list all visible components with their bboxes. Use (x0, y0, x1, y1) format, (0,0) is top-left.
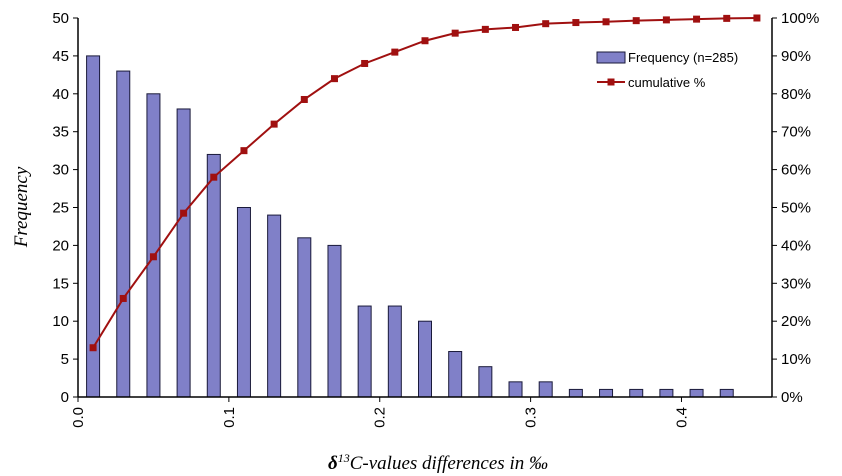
bar (297, 237, 312, 398)
cumulative-series (89, 14, 761, 352)
bar (629, 388, 644, 398)
cumulative-point (662, 16, 670, 24)
bar (538, 381, 553, 398)
legend-bar-swatch (596, 51, 626, 64)
cumulative-point (572, 19, 580, 27)
x-axis-title-rest: C-values differences in ‰ (350, 453, 548, 474)
y2-tick-label: 30% (781, 275, 811, 292)
cumulative-point (240, 147, 248, 155)
cumulative-point (89, 344, 97, 352)
bar (599, 388, 614, 398)
y-tick-label: 35 (52, 124, 69, 141)
cumulative-point (602, 18, 610, 26)
legend-line-label: cumulative % (628, 75, 706, 90)
x-ticks: 0.0 0.1 0.2 0.3 0.4 (70, 397, 690, 428)
y-tick-label: 50 (52, 10, 69, 27)
x-tick-label: 0.0 (70, 407, 87, 428)
y-tick-label: 10 (52, 313, 69, 330)
cumulative-point (481, 25, 489, 33)
cumulative-point (149, 253, 157, 261)
y2-tick-label: 0% (781, 389, 803, 406)
x-tick-label: 0.3 (523, 407, 540, 428)
y2-tick-label: 80% (781, 86, 811, 103)
cumulative-point (270, 120, 278, 128)
bar (206, 153, 221, 398)
y-tick-label: 25 (52, 200, 69, 217)
bar (116, 70, 131, 398)
bar (146, 93, 161, 398)
y-tick-label: 30 (52, 162, 69, 179)
bar (327, 244, 342, 398)
bar (508, 381, 523, 398)
x-axis-title-delta: δ (328, 453, 338, 474)
x-axis-title-sup: 13 (338, 451, 350, 465)
cumulative-point (512, 23, 520, 31)
cumulative-point (361, 59, 369, 67)
y2-tick-label: 50% (781, 200, 811, 217)
cumulative-point (330, 75, 338, 83)
cumulative-point (421, 37, 429, 45)
y-tick-label: 40 (52, 86, 69, 103)
bar (176, 108, 191, 398)
bar (418, 320, 432, 398)
y-tick-label: 0 (61, 389, 69, 406)
bar (478, 366, 493, 398)
x-axis-title: δ13C-values differences in ‰ (328, 451, 548, 474)
bar (357, 305, 372, 398)
y-ticks-left: 0 5 10 15 20 25 30 35 40 45 50 (52, 10, 78, 406)
cumulative-point (210, 173, 218, 181)
y2-tick-label: 70% (781, 124, 811, 141)
bar (719, 388, 734, 398)
cumulative-point (451, 29, 459, 37)
bar (267, 214, 282, 398)
x-tick-label: 0.4 (673, 407, 690, 428)
y2-tick-label: 60% (781, 162, 811, 179)
y-ticks-right: 0% 10% 20% 30% 40% 50% 60% 70% 80% 90% 100% (772, 10, 819, 406)
y-tick-label: 15 (52, 275, 69, 292)
cumulative-point (753, 14, 761, 22)
y2-tick-label: 90% (781, 48, 811, 65)
cumulative-point (300, 95, 308, 103)
cumulative-point (693, 15, 701, 23)
y-tick-label: 5 (61, 351, 69, 368)
y2-tick-label: 20% (781, 313, 811, 330)
cumulative-point (632, 17, 640, 25)
bar (689, 388, 704, 398)
cumulative-point (542, 20, 550, 28)
bar-series (86, 55, 734, 398)
y2-tick-label: 100% (781, 10, 819, 27)
x-tick-label: 0.1 (221, 407, 238, 428)
y2-tick-label: 40% (781, 237, 811, 254)
bar (448, 351, 463, 398)
cumulative-point (180, 209, 188, 217)
bar (387, 305, 402, 398)
cumulative-point (723, 14, 731, 22)
cumulative-point (119, 294, 127, 302)
bar (659, 388, 674, 398)
y-axis-title: Frequency (11, 166, 32, 248)
y-tick-label: 45 (52, 48, 69, 65)
bar (568, 388, 583, 398)
legend: Frequency (n=285) cumulative % (596, 50, 738, 90)
y-tick-label: 20 (52, 237, 69, 254)
cumulative-point (391, 48, 399, 56)
y2-tick-label: 10% (781, 351, 811, 368)
legend-bar-label: Frequency (n=285) (628, 50, 738, 65)
bar (236, 207, 251, 398)
legend-line-marker (607, 78, 615, 86)
x-tick-label: 0.2 (372, 407, 389, 428)
